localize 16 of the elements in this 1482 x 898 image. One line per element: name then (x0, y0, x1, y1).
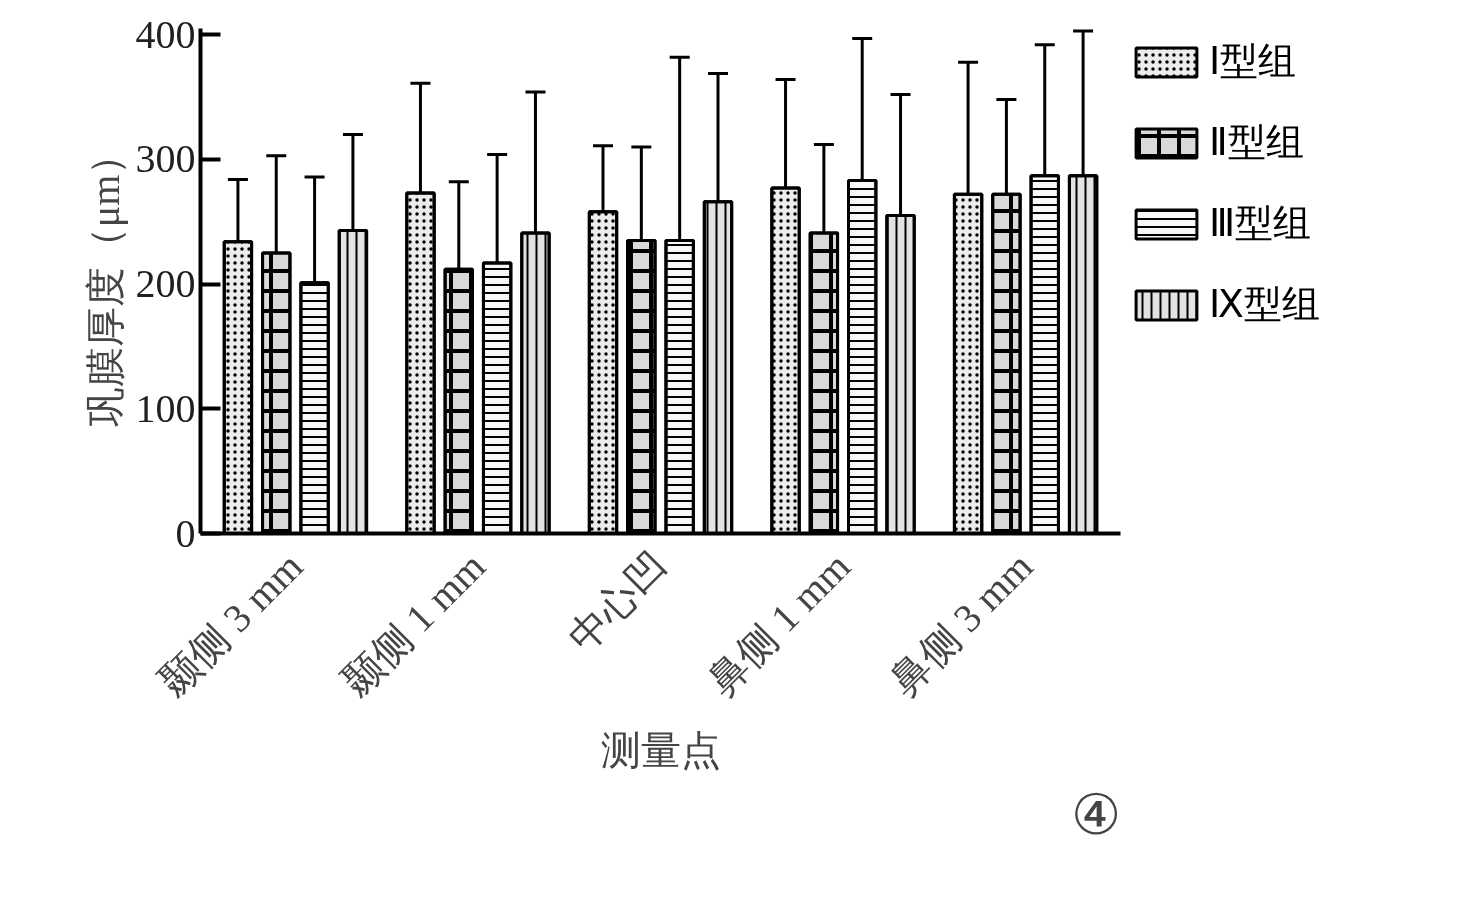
y-axis-title: 巩膜厚度（μm） (82, 134, 128, 428)
text: ④ (1070, 783, 1121, 846)
legend-label: Ⅰ型组 (1209, 39, 1296, 84)
x-tick-label: 鼻侧 3 mm (880, 543, 1042, 705)
y-tick-label: 200 (135, 261, 196, 307)
x-tick-label: 中心凹 (559, 543, 677, 661)
y-tick-label: 400 (135, 11, 196, 57)
legend-label: Ⅱ型组 (1209, 120, 1304, 165)
legend-label: Ⅸ型组 (1209, 282, 1320, 327)
y-tick-label: 0 (175, 510, 196, 556)
x-tick-label: 鼻侧 1 mm (698, 543, 859, 705)
y-tick-label: 300 (135, 136, 196, 182)
x-axis-title: 测量点 (600, 728, 721, 774)
x-tick-label: 颞侧 1 mm (333, 543, 494, 705)
y-tick-label: 100 (135, 385, 196, 431)
legend-label: Ⅲ型组 (1209, 201, 1311, 246)
